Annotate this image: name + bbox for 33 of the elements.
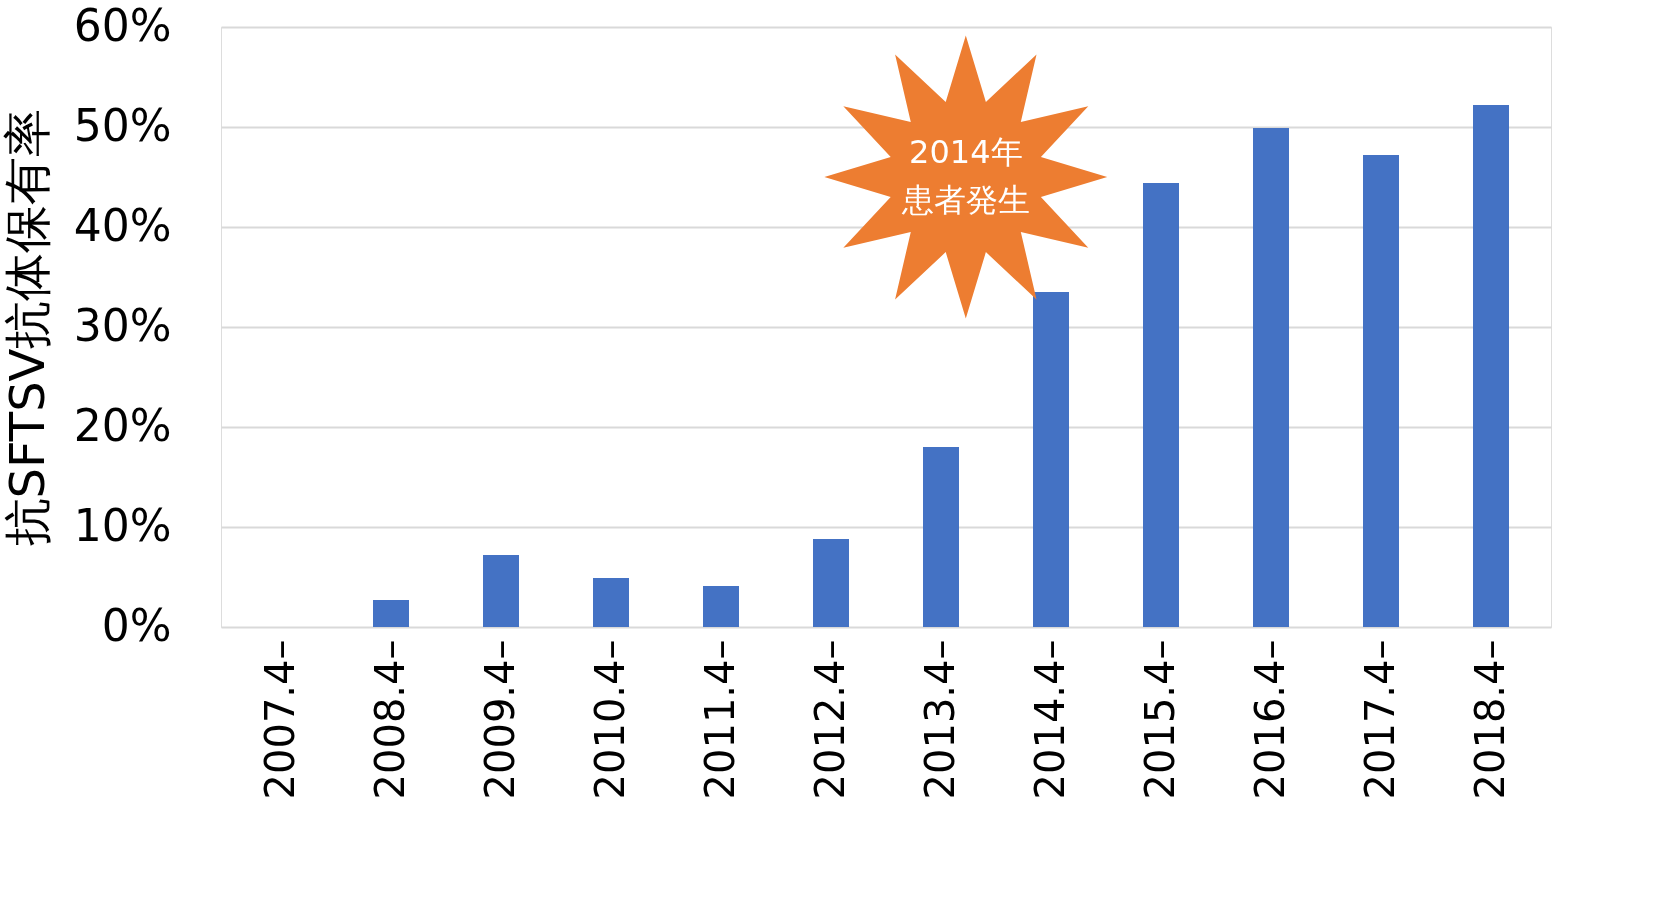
bar bbox=[813, 539, 849, 627]
bar bbox=[593, 578, 629, 627]
x-tick-label: 2008.4– bbox=[366, 639, 413, 800]
bar bbox=[1033, 292, 1069, 627]
y-tick-label: 10% bbox=[73, 499, 172, 551]
x-tick-label: 2018.4– bbox=[1466, 639, 1513, 800]
x-tick-label: 2016.4– bbox=[1246, 639, 1293, 800]
y-tick-label: 60% bbox=[73, 0, 172, 51]
bar bbox=[923, 447, 959, 627]
bar bbox=[1253, 128, 1289, 627]
x-tick-label: 2015.4– bbox=[1136, 639, 1183, 800]
x-tick-label: 2012.4– bbox=[806, 639, 853, 800]
x-tick-label: 2011.4– bbox=[696, 639, 743, 800]
annotation: 2014年 bbox=[909, 133, 1023, 171]
x-tick-label: 2007.4– bbox=[256, 639, 303, 800]
x-tick-label: 2017.4– bbox=[1356, 639, 1403, 800]
bar bbox=[1363, 155, 1399, 627]
x-tick-label: 2009.4– bbox=[476, 639, 523, 800]
x-tick-label: 2010.4– bbox=[586, 639, 633, 800]
annotation: 患者発生 bbox=[900, 181, 1030, 219]
y-tick-label: 30% bbox=[73, 299, 172, 351]
y-tick-label: 20% bbox=[73, 399, 172, 451]
y-tick-label: 0% bbox=[101, 599, 172, 651]
y-tick-label: 40% bbox=[73, 199, 172, 251]
x-tick-label: 2013.4– bbox=[916, 639, 963, 800]
bar bbox=[1473, 105, 1509, 627]
x-tick-label: 2014.4– bbox=[1026, 639, 1073, 800]
y-tick-label: 50% bbox=[73, 99, 172, 151]
bar bbox=[373, 600, 409, 627]
y-axis-title: 抗SFTSV抗体保有率 bbox=[0, 108, 55, 547]
bar bbox=[1143, 183, 1179, 627]
bar bbox=[703, 586, 739, 627]
bar bbox=[483, 555, 519, 627]
